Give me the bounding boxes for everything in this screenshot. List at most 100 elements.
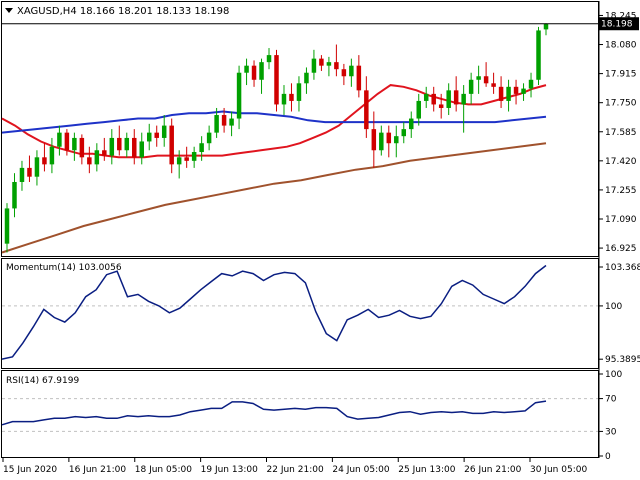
candle-body bbox=[453, 90, 459, 105]
candle bbox=[229, 111, 234, 137]
candle bbox=[334, 44, 339, 77]
candle-body bbox=[401, 129, 407, 137]
candle-body bbox=[326, 62, 332, 66]
candle-body bbox=[446, 90, 451, 108]
candle bbox=[34, 150, 40, 186]
candle-body bbox=[266, 55, 272, 63]
candle-body bbox=[191, 152, 197, 161]
price-tick-label: 16.925 bbox=[605, 244, 637, 254]
candle bbox=[453, 76, 459, 112]
candle bbox=[199, 136, 204, 161]
candle bbox=[416, 93, 421, 126]
candle-body bbox=[102, 150, 107, 156]
dropdown-triangle-icon[interactable] bbox=[5, 8, 13, 13]
candle bbox=[528, 72, 534, 98]
rsi-tick-label: 70 bbox=[605, 395, 617, 405]
candle-body bbox=[94, 150, 100, 165]
momentum-line bbox=[1, 264, 547, 360]
candle-body bbox=[536, 30, 541, 80]
candle-body bbox=[27, 167, 32, 177]
candle-body bbox=[117, 137, 122, 151]
candle bbox=[274, 49, 279, 112]
moving-average-slow bbox=[1, 142, 547, 254]
momentum-axis-labels: 103.3683 100 95.3895 bbox=[599, 263, 640, 365]
candle bbox=[244, 58, 249, 86]
candle bbox=[64, 129, 70, 156]
candle-body bbox=[146, 132, 152, 142]
candle-body bbox=[199, 143, 204, 153]
candle-body bbox=[34, 157, 40, 177]
candle bbox=[476, 65, 481, 94]
candle-body bbox=[19, 167, 25, 182]
candle-body bbox=[57, 132, 62, 147]
time-tick-label: 16 Jun 21:00 bbox=[69, 465, 126, 475]
candle-body bbox=[528, 79, 534, 89]
candle bbox=[169, 118, 174, 174]
price-axis-labels: 18.245 18.080 17.915 17.750 17.585 17.420 17.2… bbox=[599, 11, 637, 254]
candle bbox=[184, 146, 189, 168]
candle bbox=[446, 83, 451, 116]
candle-body bbox=[379, 132, 384, 151]
candle-body bbox=[79, 137, 85, 158]
candle-body bbox=[161, 125, 167, 138]
candlestick-series bbox=[4, 23, 549, 253]
rsi-tick-label: 30 bbox=[605, 427, 617, 437]
candle bbox=[356, 55, 362, 98]
candle bbox=[57, 125, 62, 156]
rsi-axis-labels: 100 70 30 0 bbox=[599, 370, 622, 462]
candle bbox=[4, 203, 10, 253]
candle-body bbox=[154, 132, 159, 138]
momentum-tick-label: 100 bbox=[605, 302, 622, 312]
candle bbox=[513, 79, 519, 105]
candle bbox=[483, 62, 489, 87]
moving-average-mid bbox=[1, 110, 547, 134]
candle bbox=[468, 72, 474, 105]
price-tick-label: 18.245 bbox=[605, 11, 637, 21]
candle bbox=[438, 93, 444, 119]
rsi-title: RSI(14) 67.9199 bbox=[6, 376, 79, 386]
candle bbox=[27, 155, 32, 182]
candle bbox=[236, 65, 242, 130]
candle bbox=[461, 85, 466, 133]
candle-body bbox=[87, 157, 92, 165]
candle bbox=[12, 173, 17, 218]
candle-body bbox=[124, 137, 130, 151]
candle-body bbox=[364, 90, 369, 130]
candle-body bbox=[229, 118, 234, 126]
time-tick-label: 24 Jun 05:00 bbox=[332, 465, 389, 475]
time-tick-label: 26 Jun 21:00 bbox=[464, 465, 521, 475]
candle bbox=[506, 79, 511, 112]
candle-body bbox=[244, 65, 249, 73]
current-price-label: 18.198 bbox=[601, 20, 633, 30]
momentum-panel-frame bbox=[1, 258, 599, 369]
candle-body bbox=[12, 181, 17, 209]
candle-body bbox=[64, 132, 70, 151]
candle bbox=[161, 115, 167, 147]
price-tick-label: 17.255 bbox=[605, 186, 637, 196]
candle-body bbox=[483, 76, 489, 84]
candle-body bbox=[259, 62, 264, 80]
candle bbox=[206, 125, 212, 151]
candle bbox=[109, 129, 115, 165]
candle bbox=[431, 86, 436, 112]
candle bbox=[251, 60, 257, 87]
candle-body bbox=[371, 129, 377, 151]
time-tick-label: 22 Jun 21:00 bbox=[267, 465, 324, 475]
candle-body bbox=[438, 104, 444, 108]
candle-body bbox=[72, 137, 77, 151]
price-tick-label: 17.750 bbox=[605, 99, 637, 109]
candle bbox=[289, 83, 294, 112]
candle bbox=[341, 63, 347, 86]
price-tick-label: 18.080 bbox=[605, 41, 637, 51]
candle bbox=[266, 48, 272, 70]
candle-body bbox=[289, 93, 294, 101]
price-tick-label: 17.585 bbox=[605, 128, 637, 138]
candle-body bbox=[431, 93, 436, 105]
current-price-tag bbox=[599, 17, 639, 31]
rsi-tick-label: 0 bbox=[605, 452, 611, 462]
candle-body bbox=[423, 93, 429, 101]
candle bbox=[379, 125, 384, 156]
candle-body bbox=[498, 86, 504, 101]
candle-body bbox=[356, 65, 362, 91]
candle-body bbox=[109, 137, 115, 156]
